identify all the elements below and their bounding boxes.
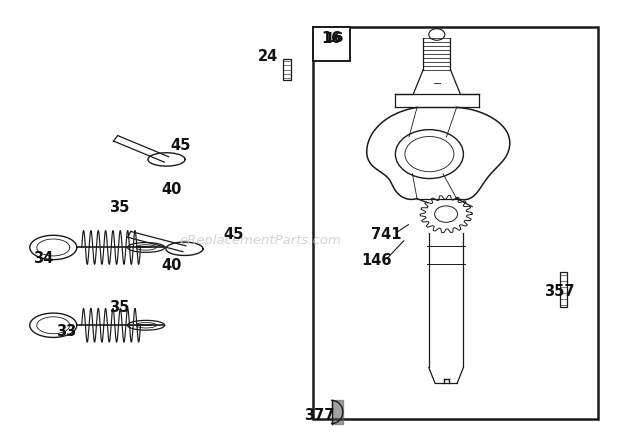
Text: 40: 40 bbox=[162, 182, 182, 197]
Text: 146: 146 bbox=[361, 253, 392, 268]
Text: 35: 35 bbox=[109, 200, 130, 215]
Text: 45: 45 bbox=[223, 227, 244, 242]
Text: 741: 741 bbox=[371, 227, 401, 242]
Text: 377: 377 bbox=[304, 408, 334, 422]
Bar bbox=[313, 27, 598, 419]
Bar bbox=[283, 59, 291, 80]
Text: 35: 35 bbox=[109, 300, 130, 315]
Bar bbox=[313, 27, 350, 61]
Text: 357: 357 bbox=[544, 285, 574, 299]
Text: 24: 24 bbox=[257, 49, 278, 64]
Text: 16: 16 bbox=[321, 31, 342, 46]
Text: 45: 45 bbox=[171, 138, 191, 153]
Text: 33: 33 bbox=[56, 324, 77, 339]
Bar bbox=[560, 272, 567, 307]
Text: 16: 16 bbox=[324, 32, 343, 45]
Text: 40: 40 bbox=[162, 258, 182, 273]
Text: 34: 34 bbox=[33, 251, 53, 266]
Text: eReplacementParts.com: eReplacementParts.com bbox=[180, 234, 342, 247]
